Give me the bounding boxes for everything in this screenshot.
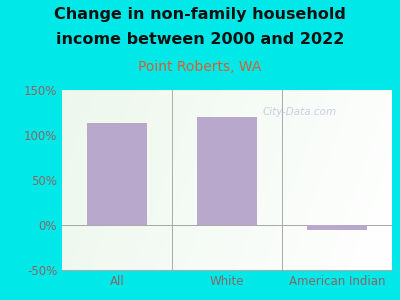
Text: Point Roberts, WA: Point Roberts, WA	[138, 60, 262, 74]
Bar	[87, 123, 147, 225]
Text: Change in non-family household: Change in non-family household	[54, 8, 346, 22]
Text: income between 2000 and 2022: income between 2000 and 2022	[56, 32, 344, 46]
Bar	[307, 225, 367, 230]
Bar	[197, 117, 257, 225]
Text: City-Data.com: City-Data.com	[262, 106, 337, 117]
